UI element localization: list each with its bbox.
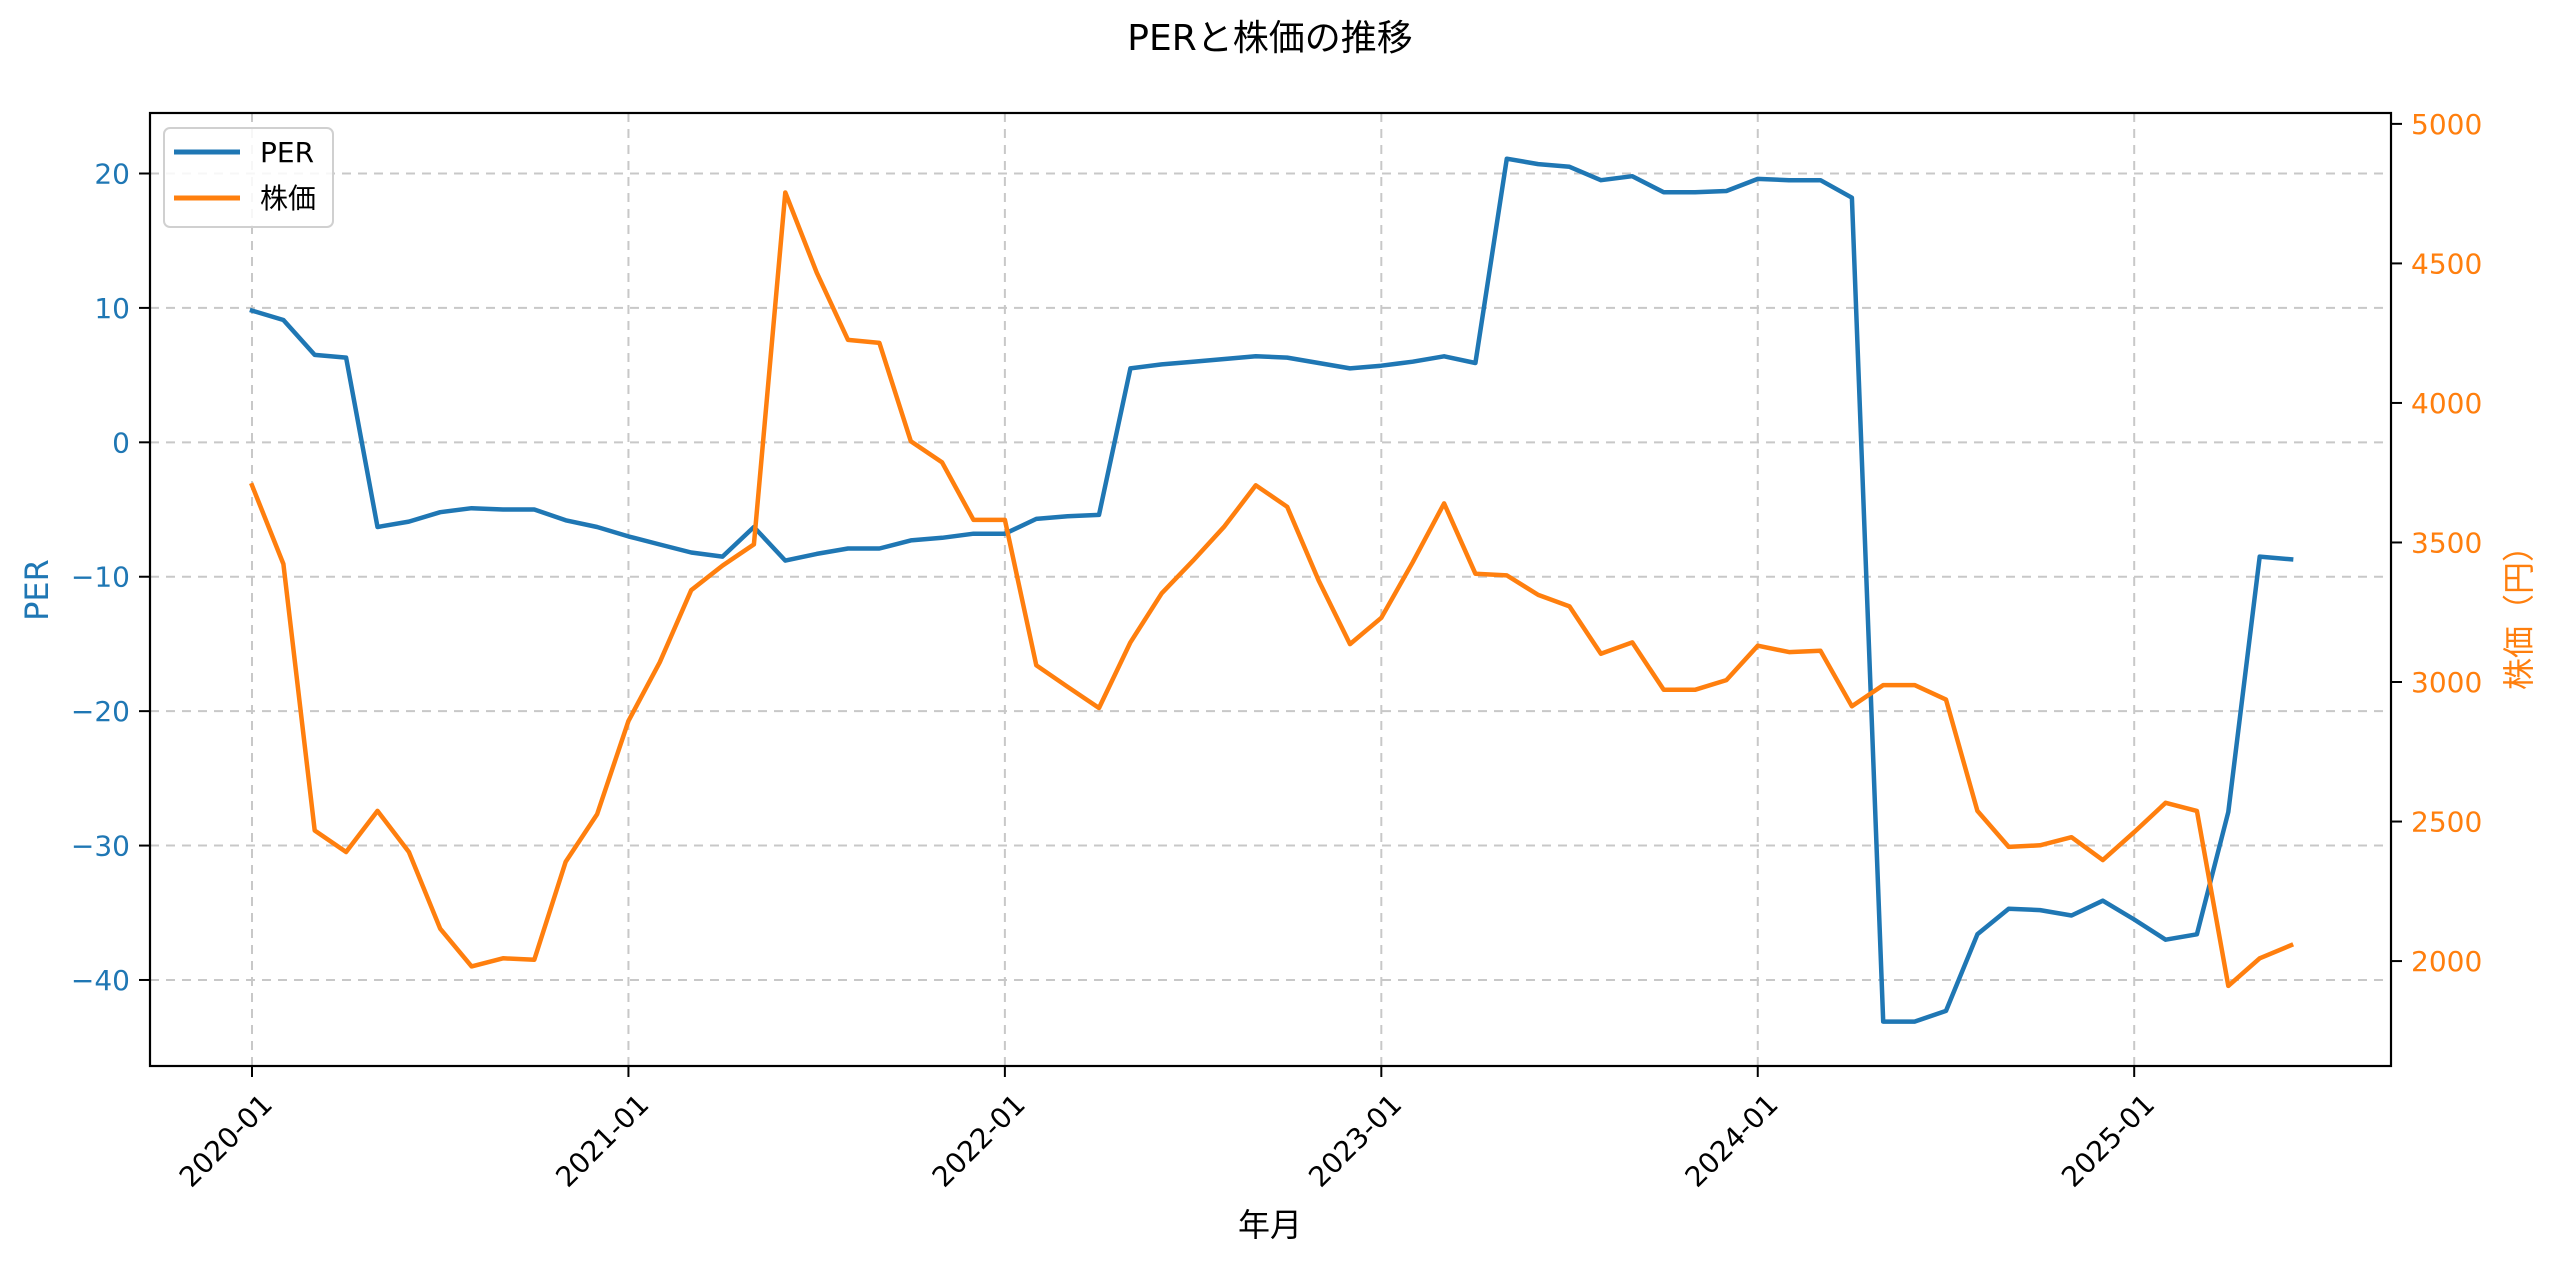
left-tick-label: 0 [112, 426, 130, 459]
plot-series [249, 156, 2295, 1024]
price-line [249, 190, 2295, 989]
grid-lines [150, 113, 2391, 1066]
right-tick-label: 3500 [2411, 526, 2482, 559]
per-line [249, 156, 2294, 1024]
x-axis: 2020-01 2021-01 2022-01 2023-01 2024-01 2025-… [173, 1066, 2161, 1194]
right-tick-label: 5000 [2411, 108, 2482, 141]
x-tick-label: 2025-01 [2055, 1088, 2161, 1194]
x-tick-label: 2024-01 [1679, 1088, 1785, 1194]
left-y-axis-title: PER [18, 559, 56, 621]
right-y-axis: 5000 4500 4000 3500 3000 2500 2000 [2391, 108, 2482, 978]
left-y-axis: 20 10 0 −10 −20 −30 −40 [71, 157, 150, 997]
x-axis-title: 年月 [1238, 1206, 1302, 1244]
x-tick-label: 2020-01 [173, 1088, 279, 1194]
left-tick-label: 10 [94, 292, 130, 325]
x-tick-label: 2022-01 [926, 1088, 1032, 1194]
plot-frame [148, 111, 2393, 1068]
x-tick-label: 2021-01 [549, 1088, 655, 1194]
left-tick-label: −10 [71, 561, 130, 594]
legend-per-label: PER [260, 136, 314, 169]
right-tick-label: 4000 [2411, 387, 2482, 420]
x-tick-label: 2023-01 [1302, 1088, 1408, 1194]
right-tick-label: 4500 [2411, 247, 2482, 280]
right-tick-label: 2500 [2411, 806, 2482, 839]
left-tick-label: −20 [71, 695, 130, 728]
right-tick-label: 3000 [2411, 666, 2482, 699]
left-tick-label: 20 [94, 157, 130, 190]
chart-title: PERと株価の推移 [1127, 18, 1412, 59]
left-tick-label: −40 [71, 964, 130, 997]
left-tick-label: −30 [71, 830, 130, 863]
right-tick-label: 2000 [2411, 945, 2482, 978]
right-y-axis-title: 株価（円） [2500, 530, 2538, 690]
legend-price-label: 株価 [260, 182, 316, 215]
legend: PER 株価 [163, 127, 334, 228]
